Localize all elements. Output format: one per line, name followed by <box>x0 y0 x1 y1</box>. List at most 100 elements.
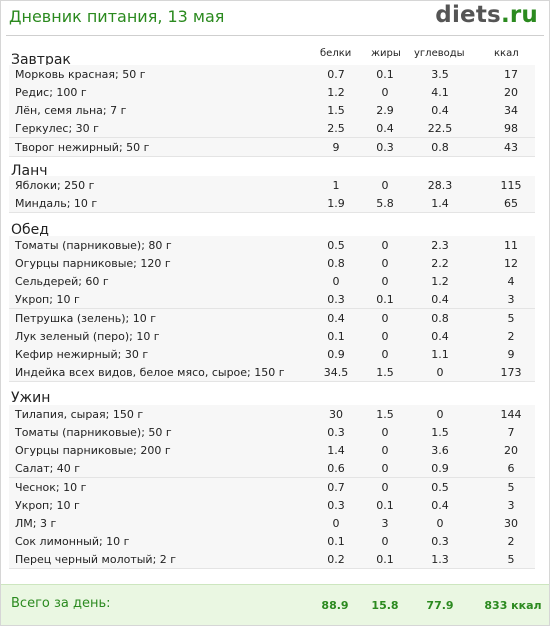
food-fat: 0 <box>381 239 389 252</box>
food-kcal: 2 <box>507 329 515 343</box>
food-protein: 0.9 <box>327 347 345 361</box>
food-fat: 0 <box>381 275 389 289</box>
food-name: Салат; 40 г <box>15 462 81 476</box>
food-name: Индейка всех видов, белое мясо, сырое; 1… <box>15 366 285 379</box>
food-protein: 1.4 <box>327 444 345 458</box>
food-carbs: 28.3 <box>427 179 453 192</box>
food-row: Салат; 40 г 0.6 0 0.9 6 <box>9 459 535 479</box>
meal-heading: Обед <box>11 222 49 238</box>
food-name: Тилапия, сырая; 150 г <box>15 408 144 421</box>
food-row: Творог нежирный; 50 г 9 0.3 0.8 43 <box>9 137 535 157</box>
food-kcal: 144 <box>500 408 522 421</box>
food-fat: 0 <box>381 444 389 458</box>
food-protein: 0.6 <box>327 462 345 476</box>
food-carbs: 0.9 <box>431 462 449 476</box>
food-name: Томаты (парниковые); 50 г <box>15 426 172 440</box>
food-kcal: 20 <box>504 444 518 458</box>
food-name: Перец черный молотый; 2 г <box>15 553 177 567</box>
food-carbs: 1.1 <box>431 347 449 361</box>
food-name: Творог нежирный; 50 г <box>15 140 150 154</box>
food-protein: 0 <box>332 516 340 530</box>
food-carbs: 1.5 <box>431 426 449 440</box>
food-row: Укроп; 10 г 0.3 0.1 0.4 3 <box>9 495 535 515</box>
food-kcal: 6 <box>507 462 515 476</box>
food-row: ЛМ; 3 г 0 3 0 30 <box>9 513 535 533</box>
food-name: Кефир нежирный; 30 г <box>15 347 149 361</box>
food-fat: 1.5 <box>376 408 394 421</box>
food-fat: 0 <box>381 311 389 325</box>
food-protein: 1 <box>332 179 340 192</box>
food-protein: 0.5 <box>327 239 345 252</box>
food-kcal: 2 <box>507 535 515 548</box>
meal-heading: Завтрак <box>11 52 71 68</box>
food-row: Индейка всех видов, белое мясо, сырое; 1… <box>9 363 535 382</box>
food-fat: 0 <box>381 179 389 192</box>
food-carbs: 2.3 <box>431 239 449 252</box>
food-name: Укроп; 10 г <box>15 498 80 512</box>
column-header-kcal: ккал <box>494 48 519 59</box>
food-kcal: 9 <box>507 347 515 361</box>
food-protein: 0.4 <box>327 311 345 325</box>
food-kcal: 3 <box>507 293 515 307</box>
food-name: Морковь красная; 50 г <box>15 68 146 81</box>
food-carbs: 1.4 <box>431 197 449 211</box>
food-name: Огурцы парниковые; 120 г <box>15 257 171 271</box>
food-protein: 0.1 <box>327 329 345 343</box>
food-protein: 1.9 <box>327 197 345 211</box>
food-kcal: 43 <box>504 140 518 154</box>
food-fat: 1.5 <box>376 366 394 379</box>
food-row: Чеснок; 10 г 0.7 0 0.5 5 <box>9 477 535 497</box>
food-row: Огурцы парниковые; 200 г 1.4 0 3.6 20 <box>9 441 535 461</box>
food-carbs: 0.5 <box>431 480 449 494</box>
food-kcal: 11 <box>504 239 518 252</box>
food-kcal: 7 <box>507 426 515 440</box>
food-row: Редис; 100 г 1.2 0 4.1 20 <box>9 83 535 103</box>
food-kcal: 5 <box>507 553 515 567</box>
food-name: Огурцы парниковые; 200 г <box>15 444 171 458</box>
food-name: Яблоки; 250 г <box>15 179 95 192</box>
food-row: Перец черный молотый; 2 г 0.2 0.1 1.3 5 <box>9 550 535 570</box>
food-kcal: 17 <box>504 68 518 81</box>
food-kcal: 5 <box>507 311 515 325</box>
food-row: Петрушка (зелень); 10 г 0.4 0 0.8 5 <box>9 308 535 328</box>
food-protein: 0.7 <box>327 480 345 494</box>
total-protein: 88.9 <box>321 599 349 612</box>
food-name: Петрушка (зелень); 10 г <box>15 311 157 325</box>
food-fat: 0 <box>381 480 389 494</box>
food-name: ЛМ; 3 г <box>15 516 57 530</box>
food-carbs: 0 <box>436 366 444 379</box>
food-row: Сок лимонный; 10 г 0.1 0 0.3 2 <box>9 532 535 551</box>
food-fat: 3 <box>381 516 389 530</box>
food-fat: 0.1 <box>376 553 394 567</box>
food-protein: 2.5 <box>327 122 345 136</box>
meal-heading: Ланч <box>11 163 48 179</box>
food-fat: 0.1 <box>376 68 394 81</box>
food-fat: 0 <box>381 329 389 343</box>
food-protein: 9 <box>332 140 340 154</box>
food-fat: 0.1 <box>376 293 394 307</box>
food-fat: 0.4 <box>376 122 394 136</box>
brand-logo[interactable]: diets.ru <box>435 2 538 28</box>
food-fat: 0 <box>381 86 389 100</box>
total-kcal: 833 ккал <box>484 599 542 612</box>
food-name: Миндаль; 10 г <box>15 197 98 211</box>
food-carbs: 0.3 <box>431 535 449 548</box>
food-fat: 0 <box>381 462 389 476</box>
food-row: Томаты (парниковые); 80 г 0.5 0 2.3 11 <box>9 236 535 255</box>
food-name: Томаты (парниковые); 80 г <box>15 239 172 252</box>
food-kcal: 115 <box>500 179 522 192</box>
food-fat: 0.3 <box>376 140 394 154</box>
food-carbs: 1.3 <box>431 553 449 567</box>
food-protein: 0.7 <box>327 68 345 81</box>
food-carbs: 0.4 <box>431 329 449 343</box>
food-protein: 0.2 <box>327 553 345 567</box>
food-name: Редис; 100 г <box>15 86 87 100</box>
food-name: Сельдерей; 60 г <box>15 275 109 289</box>
food-kcal: 5 <box>507 480 515 494</box>
header-divider <box>6 35 544 36</box>
food-carbs: 3.5 <box>431 68 449 81</box>
total-carbs: 77.9 <box>426 599 454 612</box>
food-fat: 0 <box>381 347 389 361</box>
food-carbs: 1.2 <box>431 275 449 289</box>
food-protein: 34.5 <box>323 366 349 379</box>
